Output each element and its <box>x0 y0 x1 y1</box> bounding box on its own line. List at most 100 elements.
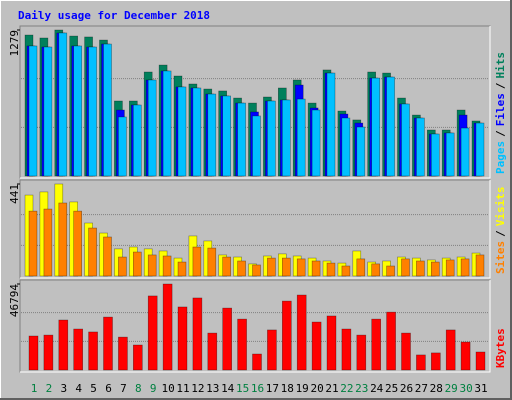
x-tick-label: 1 <box>31 382 38 395</box>
bar <box>401 103 410 177</box>
panel-bevel <box>20 280 491 373</box>
bar <box>237 318 247 371</box>
x-tick-label: 7 <box>120 382 127 395</box>
bar <box>207 332 218 371</box>
bar <box>88 46 97 177</box>
x-tick-label: 22 <box>340 382 353 395</box>
bar <box>58 319 69 371</box>
bar <box>147 295 158 371</box>
bar <box>177 86 187 177</box>
bar <box>356 258 366 277</box>
bar <box>43 208 53 277</box>
bar <box>237 260 246 277</box>
panel-bevel <box>20 26 491 179</box>
bar <box>445 132 455 177</box>
bar <box>162 283 173 371</box>
bar <box>416 354 426 371</box>
bar <box>88 331 98 371</box>
bar <box>460 258 470 277</box>
legend-entry: Files <box>494 93 507 126</box>
x-tick-label: 9 <box>150 382 157 395</box>
bar <box>118 116 127 177</box>
x-tick-label: 19 <box>296 382 309 395</box>
bar <box>192 246 202 277</box>
legend: Sites / Visits <box>494 187 507 275</box>
bar <box>460 341 471 371</box>
x-tick-label: 24 <box>370 382 384 395</box>
x-tick-label: 10 <box>161 382 174 395</box>
bar <box>43 334 54 371</box>
bar <box>162 255 172 277</box>
bar <box>326 315 337 371</box>
bar <box>177 306 188 371</box>
bar <box>222 256 231 277</box>
bar <box>326 72 336 177</box>
bar <box>311 260 321 277</box>
bar <box>73 328 83 371</box>
x-tick-label: 21 <box>325 382 338 395</box>
x-tick-label: 29 <box>445 382 458 395</box>
bar <box>58 32 68 177</box>
bar <box>311 321 322 371</box>
bar <box>430 261 440 277</box>
bar <box>103 316 113 371</box>
bar <box>281 300 292 371</box>
bar <box>147 79 157 177</box>
bar <box>416 117 425 177</box>
bar <box>58 202 68 277</box>
legend-separator: / <box>494 230 507 237</box>
bar <box>341 265 351 277</box>
bar <box>207 93 217 177</box>
bar <box>475 254 485 277</box>
legend: KBytes <box>494 328 507 368</box>
bar <box>445 329 456 371</box>
legend-entry: Hits <box>494 52 507 79</box>
bar <box>386 265 395 277</box>
bar <box>118 336 128 371</box>
bar <box>386 76 395 177</box>
bar <box>460 127 470 177</box>
y-tick-label: 1279 <box>8 30 21 57</box>
x-tick-label: 11 <box>176 382 189 395</box>
bar <box>103 236 112 277</box>
bar <box>252 353 262 371</box>
bar <box>28 335 39 371</box>
x-tick-label: 3 <box>60 382 67 395</box>
bar <box>475 122 485 177</box>
x-tick-label: 12 <box>191 382 204 395</box>
x-tick-label: 28 <box>430 382 443 395</box>
legend: Pages / Files / Hits <box>494 52 507 174</box>
bar <box>401 332 411 371</box>
bar <box>445 259 455 277</box>
bar <box>237 102 246 177</box>
legend-entry: Pages <box>494 141 507 174</box>
bar <box>475 351 486 371</box>
legend-entry: Visits <box>494 187 507 227</box>
legend-separator: / <box>494 130 507 137</box>
bar <box>267 100 276 177</box>
x-tick-label: 26 <box>400 382 413 395</box>
bar <box>177 261 187 277</box>
legend-entry: Sites <box>494 241 507 274</box>
x-tick-label: 5 <box>90 382 97 395</box>
legend-entry: KBytes <box>494 328 507 368</box>
bar <box>222 307 232 371</box>
x-tick-label: 18 <box>281 382 294 395</box>
bar <box>296 258 306 277</box>
bar <box>401 258 410 277</box>
bar <box>103 43 112 177</box>
bar <box>341 117 351 177</box>
bar <box>252 115 261 177</box>
bar <box>88 227 97 277</box>
bar <box>192 297 203 371</box>
bar <box>133 344 143 371</box>
x-tick-label: 25 <box>385 382 398 395</box>
bar <box>73 45 82 177</box>
y-tick-label: 441 <box>8 184 21 204</box>
bar <box>430 352 441 371</box>
x-tick-label: 20 <box>310 382 323 395</box>
bar <box>356 126 366 177</box>
x-tick-label: 30 <box>459 382 472 395</box>
